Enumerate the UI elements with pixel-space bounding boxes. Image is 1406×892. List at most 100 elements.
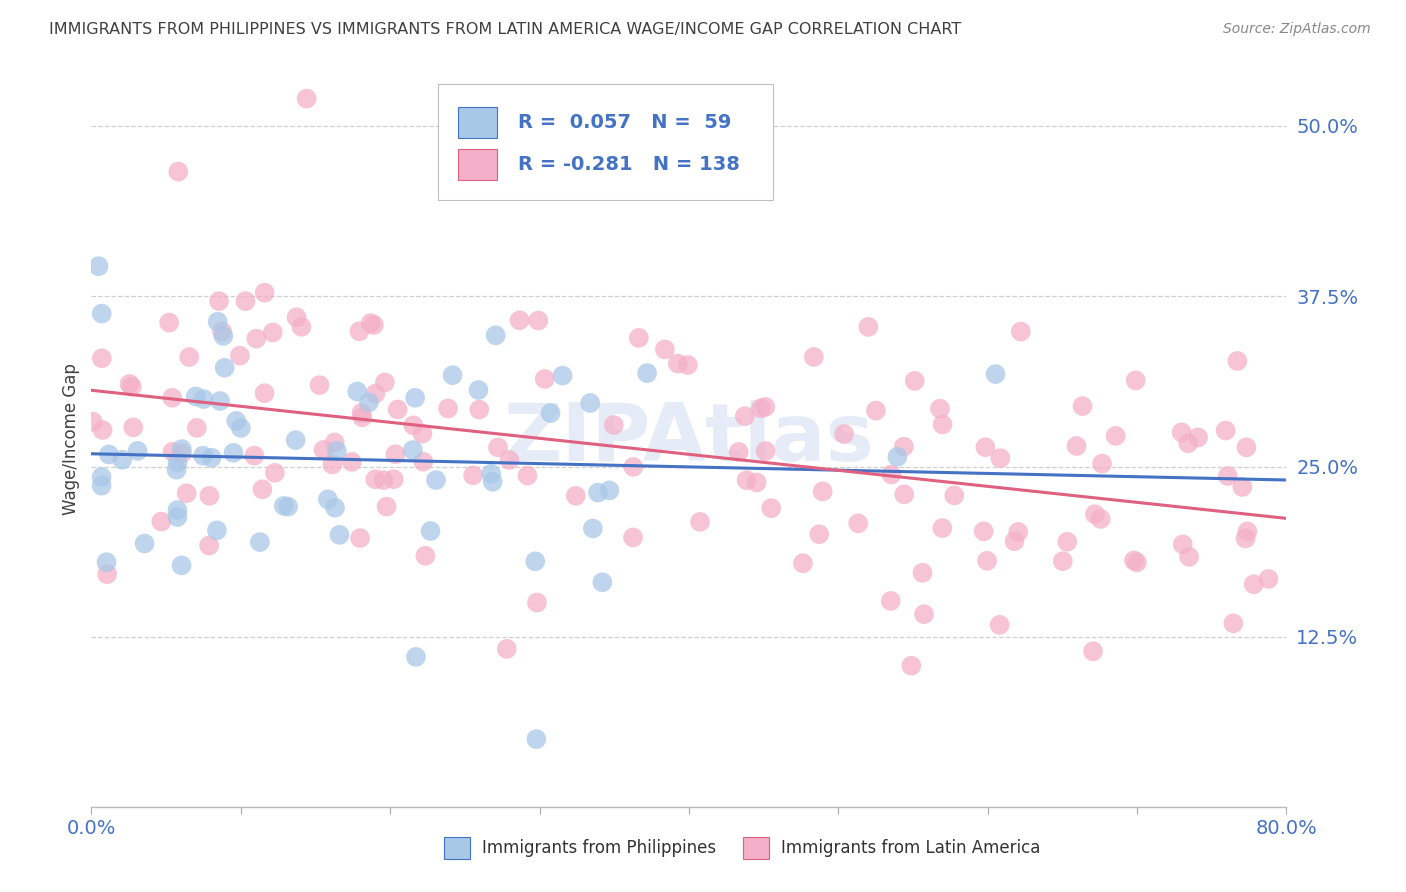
Point — [277, 500, 299, 514]
Point — [118, 376, 141, 391]
Point — [1004, 534, 1026, 549]
Point — [1084, 507, 1107, 521]
Point — [243, 449, 266, 463]
Point — [212, 329, 235, 343]
Point — [755, 444, 778, 458]
Point — [467, 383, 489, 397]
Point — [621, 530, 644, 544]
Point — [208, 294, 231, 309]
Point — [1215, 424, 1237, 438]
Point — [1091, 457, 1114, 471]
Point — [349, 531, 371, 545]
Point — [157, 316, 180, 330]
Point — [121, 380, 143, 394]
Point — [586, 485, 609, 500]
Point — [931, 417, 953, 432]
Point — [1178, 549, 1201, 564]
Point — [363, 318, 385, 332]
Point — [262, 326, 284, 340]
Text: Source: ZipAtlas.com: Source: ZipAtlas.com — [1223, 22, 1371, 37]
Point — [200, 450, 222, 465]
Point — [524, 554, 547, 568]
Point — [973, 524, 995, 539]
Point — [1234, 532, 1257, 546]
Text: R = -0.281   N = 138: R = -0.281 N = 138 — [517, 155, 740, 174]
Point — [411, 426, 433, 441]
Point — [582, 521, 605, 535]
Point — [1243, 577, 1265, 591]
Point — [1090, 512, 1112, 526]
Point — [461, 468, 484, 483]
Point — [984, 367, 1007, 381]
Point — [627, 331, 650, 345]
Point — [524, 732, 547, 747]
Point — [495, 641, 517, 656]
Point — [91, 423, 114, 437]
Point — [479, 467, 502, 481]
Point — [880, 467, 903, 482]
Point — [858, 320, 880, 334]
Point — [374, 376, 396, 390]
Point — [735, 473, 758, 487]
Point — [886, 450, 908, 464]
Point — [87, 259, 110, 273]
Point — [150, 515, 173, 529]
Point — [1222, 616, 1244, 631]
Point — [97, 447, 120, 461]
Point — [387, 402, 409, 417]
Point — [754, 400, 776, 414]
Point — [1171, 537, 1194, 551]
Point — [974, 440, 997, 454]
Point — [273, 499, 295, 513]
Point — [90, 307, 112, 321]
Point — [249, 535, 271, 549]
Point — [727, 445, 749, 459]
Point — [404, 391, 426, 405]
Point — [122, 420, 145, 434]
Point — [285, 310, 308, 325]
Y-axis label: Wage/Income Gap: Wage/Income Gap — [62, 363, 80, 516]
Point — [988, 451, 1011, 466]
Point — [621, 459, 644, 474]
Point — [803, 350, 825, 364]
Point — [676, 358, 699, 372]
Point — [846, 516, 869, 531]
Point — [127, 444, 149, 458]
FancyBboxPatch shape — [437, 84, 773, 200]
Point — [284, 433, 307, 447]
Point — [761, 501, 783, 516]
Text: ZIPAtlas: ZIPAtlas — [503, 401, 875, 478]
Point — [565, 489, 588, 503]
Point — [225, 414, 247, 428]
Point — [209, 394, 232, 409]
Point — [481, 475, 503, 489]
Point — [931, 521, 953, 535]
Point — [1066, 439, 1088, 453]
Point — [253, 285, 276, 300]
Point — [375, 500, 398, 514]
Point — [485, 328, 508, 343]
Point — [533, 372, 555, 386]
Point — [516, 468, 538, 483]
Point — [96, 567, 118, 582]
Point — [382, 472, 405, 486]
Point — [808, 527, 831, 541]
Point — [111, 452, 134, 467]
FancyBboxPatch shape — [458, 107, 496, 137]
Point — [352, 410, 374, 425]
Point — [603, 418, 626, 433]
Point — [498, 453, 520, 467]
Point — [893, 440, 915, 454]
Point — [252, 483, 274, 497]
Point — [316, 492, 339, 507]
Point — [160, 391, 183, 405]
Point — [1177, 436, 1199, 450]
Point — [229, 349, 252, 363]
Text: Immigrants from Philippines: Immigrants from Philippines — [482, 838, 716, 856]
Point — [170, 558, 193, 573]
Point — [904, 374, 927, 388]
Point — [191, 449, 214, 463]
Point — [170, 442, 193, 456]
Point — [1105, 429, 1128, 443]
Point — [263, 466, 285, 480]
